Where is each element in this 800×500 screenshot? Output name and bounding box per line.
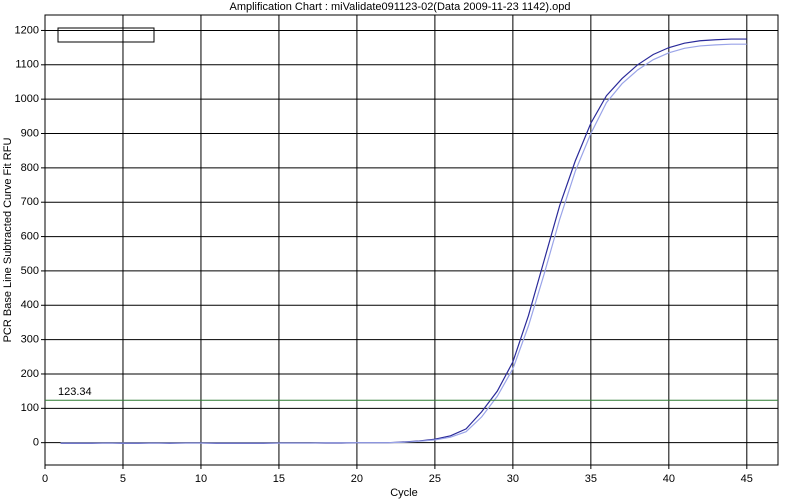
x-tick-label: 25: [429, 473, 441, 485]
x-tick-label: 30: [507, 473, 519, 485]
y-tick-label: 400: [21, 299, 39, 311]
y-tick-label: 300: [21, 334, 39, 346]
y-tick-label: 700: [21, 196, 39, 208]
y-tick-label: 0: [33, 437, 39, 449]
y-tick-label: 200: [21, 368, 39, 380]
data-line: [60, 43, 747, 444]
data-line: [60, 38, 747, 444]
x-tick-label: 10: [195, 473, 207, 485]
x-tick-label: 20: [351, 473, 363, 485]
y-tick-label: 1000: [15, 93, 39, 105]
y-tick-label: 500: [21, 265, 39, 277]
y-tick-label: 800: [21, 162, 39, 174]
x-axis-label: Cycle: [390, 487, 418, 499]
x-tick-label: 15: [273, 473, 285, 485]
y-tick-label: 100: [21, 402, 39, 414]
y-tick-label: 1200: [15, 24, 39, 36]
y-axis-label: PCR Base Line Subtracted Curve Fit RFU: [2, 138, 14, 343]
x-tick-label: 45: [741, 473, 753, 485]
threshold-label: 123.34: [58, 386, 92, 398]
x-tick-label: 0: [42, 473, 48, 485]
y-tick-label: 1100: [15, 59, 39, 71]
plot-frame: [44, 14, 779, 466]
legend-box: [57, 27, 155, 43]
chart-title: Amplification Chart : miValidate091123-0…: [230, 1, 571, 13]
y-tick-label: 900: [21, 127, 39, 139]
x-tick-label: 40: [663, 473, 675, 485]
y-tick-label: 600: [21, 230, 39, 242]
x-tick-label: 5: [120, 473, 126, 485]
x-tick-label: 35: [585, 473, 597, 485]
